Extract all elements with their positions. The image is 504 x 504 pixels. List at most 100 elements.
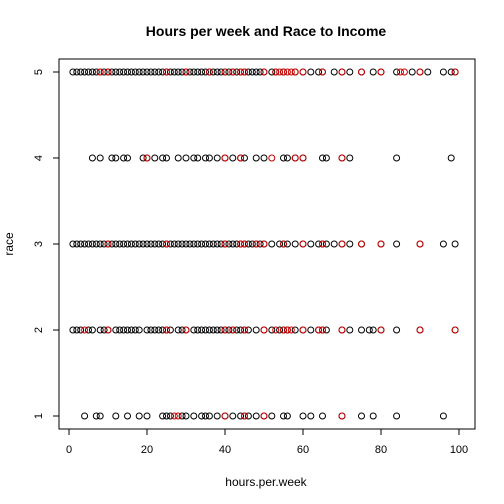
data-point	[209, 68, 217, 76]
data-point	[198, 240, 206, 248]
data-point	[85, 68, 92, 76]
data-point	[163, 68, 170, 76]
data-point	[202, 412, 209, 420]
data-point	[268, 240, 276, 248]
data-point	[276, 326, 284, 334]
data-point	[221, 240, 229, 248]
data-point	[174, 68, 182, 76]
data-point	[291, 68, 299, 76]
data-point	[237, 412, 245, 420]
data-point	[217, 326, 225, 334]
data-point	[307, 412, 315, 420]
data-point	[182, 154, 190, 162]
data-point	[252, 326, 260, 334]
y-tick-label: 1	[33, 413, 45, 419]
data-point	[163, 412, 170, 420]
data-point	[358, 68, 365, 76]
data-point	[120, 154, 128, 162]
data-point	[268, 154, 276, 162]
data-point	[190, 326, 198, 334]
data-point	[178, 240, 186, 248]
data-point	[143, 326, 151, 334]
data-point	[159, 240, 167, 248]
data-point	[338, 326, 346, 334]
data-point	[124, 154, 131, 162]
data-point	[88, 154, 96, 162]
data-point	[272, 68, 280, 76]
data-point	[233, 240, 241, 248]
data-point	[139, 68, 147, 76]
data-point	[291, 154, 299, 162]
data-point	[131, 240, 139, 248]
data-point	[120, 68, 128, 76]
data-point	[182, 412, 190, 420]
data-point	[244, 326, 252, 334]
x-tick-label: 100	[450, 444, 468, 456]
data-point	[73, 240, 81, 248]
data-point	[139, 154, 147, 162]
data-point	[346, 240, 354, 248]
data-point	[69, 326, 77, 334]
data-point	[377, 326, 385, 334]
data-point	[252, 240, 260, 248]
data-point	[244, 240, 252, 248]
data-point	[186, 240, 194, 248]
data-point	[85, 326, 92, 334]
data-point	[143, 240, 151, 248]
data-point	[221, 326, 229, 334]
data-point	[260, 326, 268, 334]
data-point	[225, 68, 233, 76]
data-point	[213, 240, 221, 248]
data-point	[124, 240, 131, 248]
data-point	[96, 412, 104, 420]
data-point	[73, 326, 81, 334]
data-point	[322, 326, 330, 334]
data-point	[120, 240, 128, 248]
data-point	[77, 68, 85, 76]
data-point	[73, 68, 81, 76]
data-point	[338, 154, 346, 162]
data-point	[190, 68, 198, 76]
data-point	[237, 326, 245, 334]
data-point	[338, 240, 346, 248]
data-point	[69, 240, 77, 248]
data-point	[108, 68, 116, 76]
data-point	[397, 68, 404, 76]
data-point	[241, 412, 248, 420]
data-point	[155, 68, 163, 76]
data-point	[451, 68, 459, 76]
data-point	[151, 240, 159, 248]
x-tick-label: 20	[141, 444, 153, 456]
data-point	[393, 326, 401, 334]
data-point	[166, 240, 174, 248]
data-point	[205, 412, 213, 420]
data-point	[151, 154, 159, 162]
data-point	[88, 68, 96, 76]
data-point	[127, 68, 135, 76]
data-point	[424, 68, 432, 76]
data-point	[283, 240, 291, 248]
data-point	[163, 154, 170, 162]
data-point	[112, 412, 120, 420]
y-axis-label: race	[2, 232, 16, 256]
data-point	[400, 68, 408, 76]
data-point	[166, 68, 174, 76]
data-point	[346, 68, 354, 76]
data-point	[159, 412, 167, 420]
data-point	[100, 240, 108, 248]
data-point	[256, 240, 264, 248]
data-point	[127, 240, 135, 248]
x-tick-label: 60	[297, 444, 309, 456]
data-point	[108, 240, 116, 248]
data-point	[116, 240, 124, 248]
data-point	[346, 154, 354, 162]
data-point	[280, 240, 287, 248]
y-tick-label: 2	[33, 327, 45, 333]
data-point	[124, 412, 131, 420]
data-point	[155, 326, 163, 334]
data-point	[77, 240, 85, 248]
data-point	[135, 412, 143, 420]
data-point	[319, 68, 326, 76]
data-point	[166, 326, 174, 334]
data-point	[127, 326, 135, 334]
